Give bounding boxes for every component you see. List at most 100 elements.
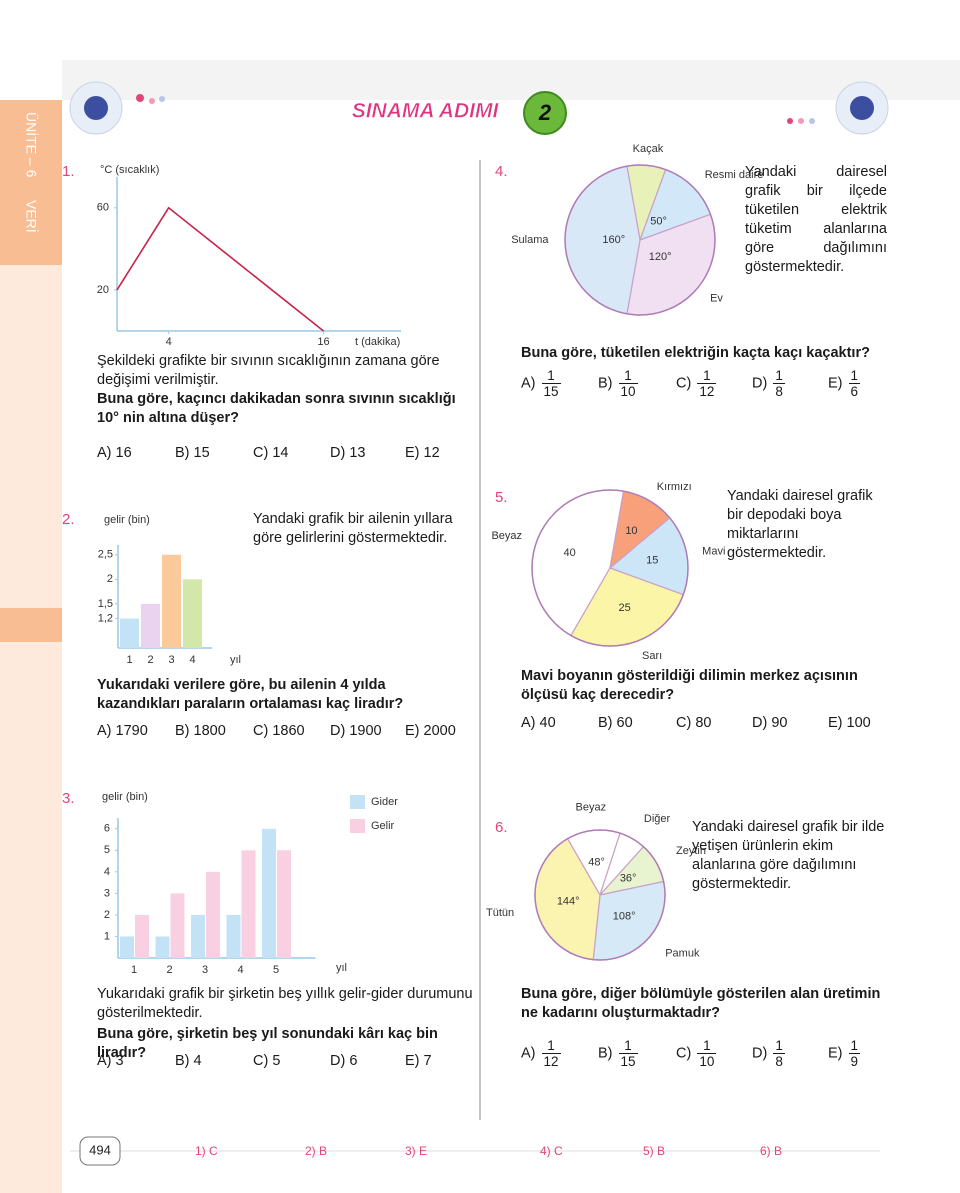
- bar: [170, 893, 185, 958]
- x-axis-label: t (dakika): [355, 336, 400, 348]
- bar: [155, 936, 170, 958]
- fraction-numerator: 1: [703, 1038, 711, 1053]
- legend-label: Gelir: [371, 820, 395, 832]
- fraction-denominator: 10: [697, 1053, 717, 1069]
- x-tick-label: 4: [237, 964, 243, 976]
- unit-label: ÜNİTE – 6: [23, 112, 40, 178]
- answer-option: A) 3: [97, 1053, 124, 1069]
- header-logo: [850, 96, 874, 120]
- slice-label: Tütün: [486, 907, 514, 919]
- slice-value: 120°: [649, 251, 672, 263]
- option-letter: D): [752, 1045, 768, 1062]
- answer-option: C) 14: [253, 445, 289, 461]
- y-tick-label: 2: [104, 909, 110, 921]
- question-prompt: Buna göre, şirketin beş yıl sonundaki kâ…: [97, 1026, 438, 1061]
- question-prompt: Buna göre, kaçıncı dakikadan sonra sıvın…: [97, 391, 456, 426]
- x-tick-label: 3: [168, 654, 174, 666]
- fraction: 1 12: [697, 368, 717, 399]
- answer-option: E) 100: [828, 715, 871, 731]
- fraction: 1 15: [541, 368, 561, 399]
- fraction-numerator: 1: [624, 1038, 632, 1053]
- slice-label: Kaçak: [633, 143, 664, 155]
- bar: [141, 603, 160, 648]
- x-tick-label: 1: [126, 654, 132, 666]
- slice-label: Beyaz: [491, 530, 522, 542]
- option-letter: E): [828, 1045, 843, 1062]
- fraction-denominator: 6: [848, 383, 861, 399]
- question-prompt: Buna göre, diğer bölümüyle gösterilen al…: [521, 986, 881, 1021]
- fraction-numerator: 1: [547, 368, 555, 383]
- option-letter: C): [676, 375, 692, 392]
- x-tick-label: 16: [317, 336, 329, 348]
- header-band: [62, 60, 960, 100]
- answer-key: 5) B: [643, 1144, 666, 1158]
- x-tick-label: 2: [147, 654, 153, 666]
- fraction-denominator: 15: [541, 383, 561, 399]
- fraction-denominator: 8: [773, 383, 785, 399]
- y-tick-label: 1: [104, 930, 110, 942]
- bar: [241, 850, 256, 958]
- option-letter: B): [598, 1045, 613, 1062]
- slice-label: Mavi: [702, 546, 725, 558]
- fraction-denominator: 12: [697, 383, 717, 399]
- y-tick-label: 5: [104, 844, 110, 856]
- y-tick-label: 1,2: [98, 612, 113, 624]
- answer-option: B) 1 15: [598, 1038, 638, 1069]
- answer-option: B) 15: [175, 445, 210, 461]
- y-axis-label: °C (sıcaklık): [100, 164, 159, 176]
- answer-option: E) 1 9: [828, 1038, 861, 1069]
- fraction-numerator: 1: [775, 368, 783, 383]
- answer-option: B) 4: [175, 1053, 202, 1069]
- slice-value: 50°: [650, 215, 667, 227]
- option-letter: B): [598, 375, 613, 392]
- answer-key: 6) B: [760, 1144, 783, 1158]
- fraction-denominator: 9: [848, 1053, 861, 1069]
- bar: [191, 914, 205, 958]
- side-band-accent: [0, 100, 62, 265]
- slice-value: 36°: [620, 873, 637, 885]
- answer-option: C) 80: [676, 715, 712, 731]
- slice-label: Beyaz: [576, 802, 607, 814]
- bar: [277, 850, 291, 958]
- y-tick-label: 3: [104, 887, 110, 899]
- x-tick-label: 1: [131, 964, 137, 976]
- data-line: [116, 206, 325, 332]
- decor-dot: [149, 98, 155, 104]
- answer-key: 1) C: [195, 1144, 218, 1158]
- slice-value: 25: [619, 602, 631, 614]
- decor-dot: [136, 94, 144, 102]
- answer-option: C) 5: [253, 1053, 281, 1069]
- legend-swatch: [350, 795, 365, 809]
- x-axis-label: yıl: [230, 654, 241, 666]
- fraction: 1 12: [541, 1038, 561, 1069]
- bar: [183, 579, 202, 648]
- answer-key: 2) B: [305, 1144, 328, 1158]
- y-tick-label: 60: [97, 202, 109, 214]
- answer-option: D) 1 8: [752, 1038, 785, 1069]
- slice-label: Diğer: [644, 813, 671, 825]
- y-tick-label: 20: [97, 284, 109, 296]
- y-axis-label: gelir (bin): [104, 514, 150, 526]
- decor-dot: [787, 118, 793, 124]
- fraction-numerator: 1: [624, 368, 632, 383]
- option-letter: D): [752, 375, 768, 392]
- question-text: Yandaki grafik bir ailenin yıllara göre …: [253, 511, 453, 546]
- question-number: 5.: [495, 489, 508, 506]
- x-axis-label: yıl: [336, 962, 347, 974]
- page-number: 494: [89, 1142, 111, 1157]
- decor-dot: [809, 118, 815, 124]
- answer-option: D) 6: [330, 1053, 358, 1069]
- slice-value: 160°: [602, 234, 625, 246]
- option-letter: A): [521, 1045, 536, 1062]
- fraction-numerator: 1: [703, 368, 711, 383]
- question-text: Şekildeki grafikte bir sıvının sıcaklığı…: [97, 353, 440, 388]
- fraction: 1 15: [618, 1038, 638, 1069]
- y-tick-label: 2: [107, 573, 113, 585]
- fraction-denominator: 12: [541, 1053, 561, 1069]
- question-prompt: Mavi boyanın gösterildiği dilimin merkez…: [521, 668, 858, 703]
- answer-option: A) 1 12: [521, 1038, 561, 1069]
- slice-value: 48°: [588, 857, 605, 869]
- fraction-denominator: 8: [773, 1053, 785, 1069]
- y-axis-label: gelir (bin): [102, 791, 148, 803]
